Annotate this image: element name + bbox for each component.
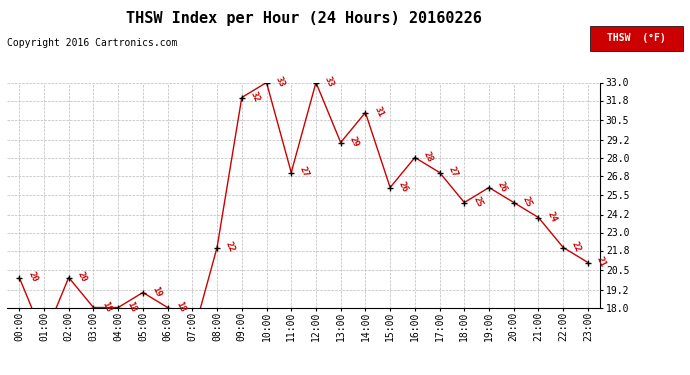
Text: 33: 33 [323, 75, 335, 88]
Text: 18: 18 [175, 300, 187, 313]
Text: 26: 26 [397, 180, 410, 194]
Text: 26: 26 [496, 180, 509, 194]
Text: 16: 16 [0, 374, 1, 375]
Text: 28: 28 [422, 150, 435, 164]
Text: 20: 20 [76, 270, 88, 284]
Text: 33: 33 [273, 75, 286, 88]
Text: 22: 22 [570, 240, 583, 254]
Text: 31: 31 [373, 105, 385, 118]
Text: 25: 25 [521, 195, 533, 208]
Text: 16: 16 [0, 374, 1, 375]
Text: 24: 24 [545, 210, 558, 224]
Text: 19: 19 [150, 285, 163, 298]
Text: 32: 32 [248, 90, 262, 104]
Text: 27: 27 [446, 165, 460, 178]
Text: 18: 18 [100, 300, 113, 313]
Text: Copyright 2016 Cartronics.com: Copyright 2016 Cartronics.com [7, 38, 177, 48]
Text: 27: 27 [298, 165, 311, 178]
Text: 29: 29 [348, 135, 360, 148]
Text: THSW  (°F): THSW (°F) [607, 33, 666, 44]
Text: 18: 18 [125, 300, 138, 313]
Text: 22: 22 [224, 240, 237, 254]
Text: 20: 20 [26, 270, 39, 284]
Text: 25: 25 [471, 195, 484, 208]
Text: THSW Index per Hour (24 Hours) 20160226: THSW Index per Hour (24 Hours) 20160226 [126, 11, 482, 26]
Text: 21: 21 [595, 255, 608, 268]
